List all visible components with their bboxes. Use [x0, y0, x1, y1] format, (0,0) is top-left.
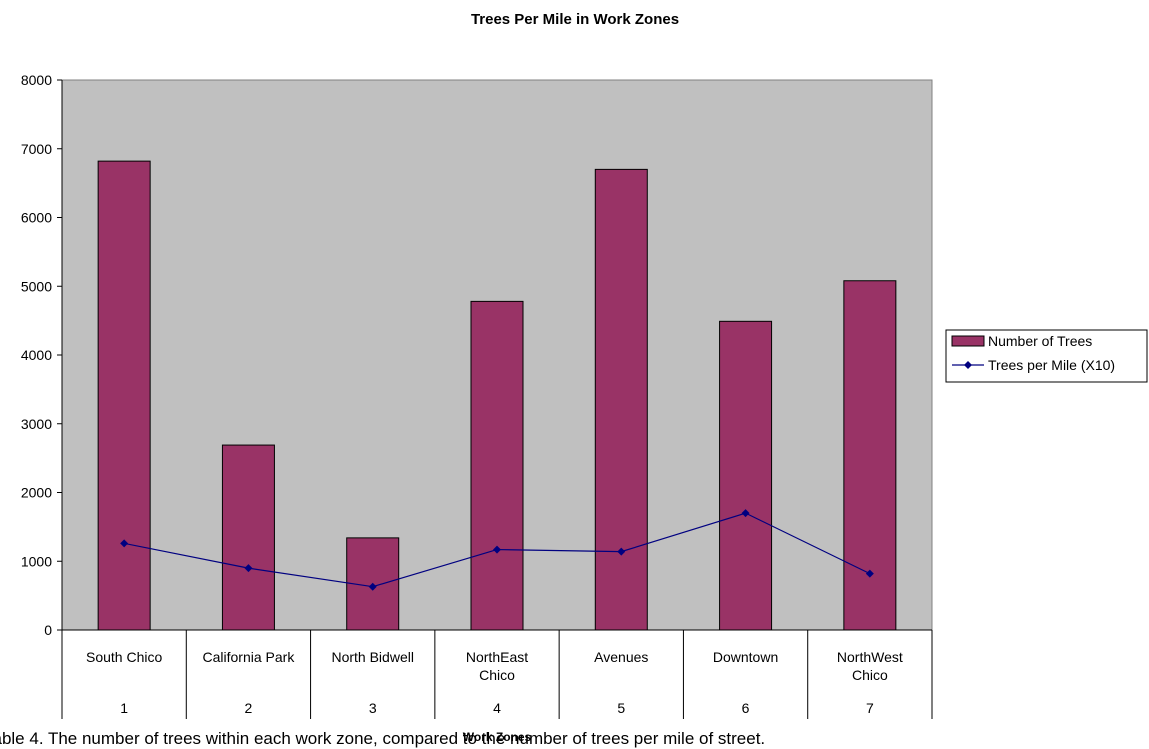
x-zone-label: 4: [493, 700, 501, 716]
x-zone-label: 3: [369, 700, 377, 716]
bar: [221, 444, 275, 631]
x-category-label: Avenues: [594, 649, 648, 665]
legend: Number of Trees Trees per Mile (X10): [945, 329, 1148, 383]
bar: [843, 280, 897, 631]
series-point: [741, 509, 750, 518]
caption: Table 4. The number of trees within each…: [0, 729, 766, 748]
x-category-label: NorthWest: [837, 649, 903, 665]
y-tick-label: 0: [44, 622, 52, 638]
y-tick-label: 3000: [21, 416, 52, 432]
series-point: [368, 582, 377, 591]
x-category-label: Chico: [852, 667, 888, 683]
x-category-label: Downtown: [713, 649, 778, 665]
x-category-label: California Park: [203, 649, 296, 665]
y-tick-label: 8000: [21, 72, 52, 88]
y-tick-label: 5000: [21, 278, 52, 294]
series-point: [493, 545, 501, 554]
y-tick-label: 4000: [21, 347, 52, 363]
series-point: [865, 569, 874, 578]
bar: [97, 160, 151, 631]
x-zone-label: 2: [245, 700, 253, 716]
y-tick-label: 1000: [21, 553, 52, 569]
x-zone-label: 7: [866, 700, 874, 716]
series-point: [120, 539, 129, 548]
x-category-label: South Chico: [86, 649, 162, 665]
chart-title: Trees Per Mile in Work Zones: [471, 11, 679, 28]
y-tick-label: 2000: [21, 485, 52, 501]
bar: [719, 320, 773, 631]
x-axis-label: Work Zones: [463, 730, 532, 744]
series-point: [244, 564, 253, 573]
x-category-label: NorthEast: [466, 649, 528, 665]
bar: [594, 168, 648, 631]
x-category-label: Chico: [479, 667, 515, 683]
legend-label-number-of-trees: Number of Trees: [988, 333, 1092, 349]
series-point: [617, 547, 626, 556]
x-zone-label: 1: [120, 700, 128, 716]
legend-bar-swatch: [951, 335, 985, 347]
bar: [470, 300, 524, 631]
x-zone-label: 6: [742, 700, 750, 716]
y-tick-label: 7000: [21, 141, 52, 157]
x-category-label: North Bidwell: [331, 649, 413, 665]
y-tick-label: 6000: [21, 210, 52, 226]
x-zone-label: 5: [617, 700, 625, 716]
legend-line-marker: [964, 361, 972, 369]
legend-label-trees-per-mile: Trees per Mile (X10): [988, 357, 1115, 373]
